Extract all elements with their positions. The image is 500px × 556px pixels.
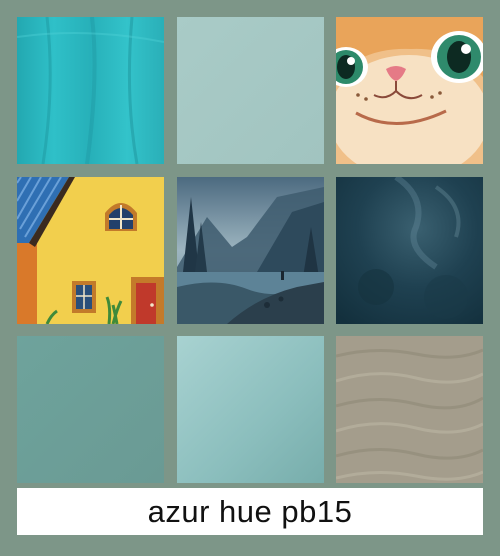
turquoise-fabric-image: [17, 17, 164, 164]
tile-yellow-house: [17, 177, 164, 324]
sand-waves-image: [336, 336, 483, 483]
tile-turquoise-fabric: [17, 17, 164, 164]
dark-teal-texture-image: [336, 177, 483, 324]
caption-bar: azur hue pb15: [17, 488, 483, 535]
tile-misty-lake-landscape: [177, 177, 324, 324]
misty-lake-landscape-image: [177, 177, 324, 324]
sage-teal-swatch-image: [17, 336, 164, 483]
cat-face-image: [336, 17, 483, 164]
yellow-house-image: [17, 177, 164, 324]
tile-dark-teal-texture: [336, 177, 483, 324]
tile-sage-teal-swatch: [17, 336, 164, 483]
tile-sand-waves: [336, 336, 483, 483]
pale-aqua-swatch-image: [177, 17, 324, 164]
tile-light-teal-gradient: [177, 336, 324, 483]
light-teal-gradient-image: [177, 336, 324, 483]
tile-cat-face: [336, 17, 483, 164]
tile-pale-aqua-swatch: [177, 17, 324, 164]
caption-text: azur hue pb15: [147, 493, 353, 529]
